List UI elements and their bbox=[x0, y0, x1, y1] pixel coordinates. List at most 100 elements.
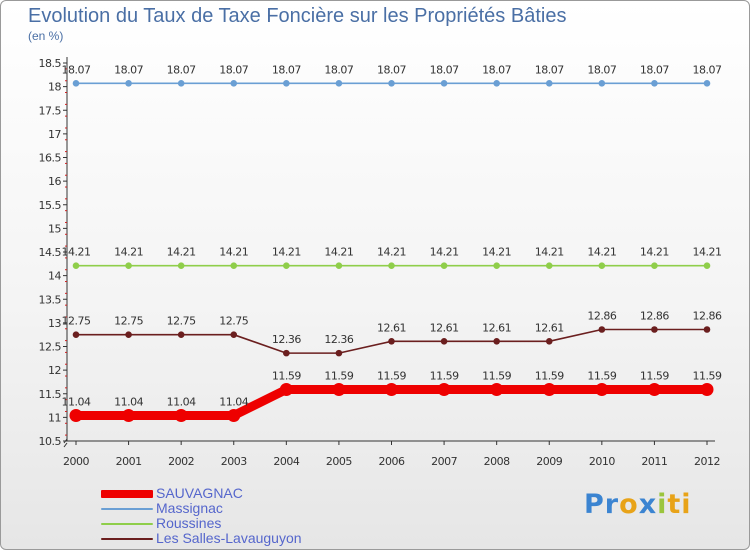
x-tick-label: 2002 bbox=[168, 455, 194, 468]
data-point bbox=[490, 382, 504, 396]
data-point bbox=[700, 382, 714, 396]
y-tick-label: 14.5 bbox=[39, 246, 62, 259]
data-point bbox=[598, 80, 606, 87]
x-tick-label: 2008 bbox=[484, 455, 510, 468]
y-tick-label: 15 bbox=[48, 222, 61, 235]
series-les-salles-lavauguyon: 12.75 12.75 12.75 12.75 12.36 12.36 12.61 12.61… bbox=[62, 309, 722, 357]
data-label: 12.61 bbox=[430, 321, 459, 334]
data-label: 18.07 bbox=[693, 63, 722, 76]
data-point bbox=[230, 80, 238, 87]
data-label: 14.21 bbox=[535, 246, 564, 259]
data-label: 12.61 bbox=[535, 321, 564, 334]
data-label: 14.21 bbox=[377, 246, 406, 259]
data-label: 11.59 bbox=[587, 369, 616, 382]
series-sauvagnac: 11.04 11.04 11.04 11.04 11.59 11.59 11.59 11.59… bbox=[62, 369, 722, 422]
y-tick-label: 17 bbox=[48, 128, 61, 141]
data-label: 14.21 bbox=[62, 246, 91, 259]
chart-title: Evolution du Taux de Taxe Foncière sur l… bbox=[28, 5, 567, 27]
data-label: 18.07 bbox=[640, 63, 669, 76]
logo-letter: t bbox=[667, 489, 682, 520]
axis-break bbox=[63, 442, 68, 448]
data-label: 11.04 bbox=[219, 395, 248, 408]
y-tick-label: 15.5 bbox=[39, 199, 62, 212]
x-tick-label: 2010 bbox=[589, 455, 615, 468]
logo-letter: i bbox=[681, 489, 692, 520]
data-label: 18.07 bbox=[114, 63, 143, 76]
series-massignac: 18.07 18.07 18.07 18.07 18.07 18.07 18.07 18.07… bbox=[62, 63, 722, 87]
data-point bbox=[703, 262, 711, 270]
y-tick-label: 14 bbox=[48, 270, 61, 283]
data-point bbox=[493, 262, 500, 270]
data-point bbox=[72, 80, 80, 87]
y-tick-label: 13 bbox=[48, 317, 61, 330]
data-label: 14.21 bbox=[167, 246, 196, 259]
data-label: 18.07 bbox=[377, 63, 406, 76]
x-tick-label: 2001 bbox=[116, 455, 142, 468]
data-point bbox=[125, 262, 132, 270]
data-point bbox=[283, 80, 290, 87]
data-label: 11.59 bbox=[377, 369, 406, 382]
data-label: 11.59 bbox=[324, 369, 353, 382]
data-point bbox=[69, 408, 83, 422]
data-label: 11.59 bbox=[535, 369, 564, 382]
data-point bbox=[72, 331, 80, 338]
data-label: 14.21 bbox=[587, 246, 616, 259]
y-tick-label: 11.5 bbox=[39, 388, 62, 401]
data-label: 11.04 bbox=[167, 395, 196, 408]
x-tick-label: 2004 bbox=[273, 455, 299, 468]
y-tick-label: 18.5 bbox=[39, 57, 62, 70]
data-label: 12.75 bbox=[167, 315, 196, 328]
series-roussines: 14.21 14.21 14.21 14.21 14.21 14.21 14.21 14.21… bbox=[62, 246, 722, 270]
data-point bbox=[545, 338, 553, 345]
legend-swatch bbox=[101, 537, 153, 540]
unit-label: (en %) bbox=[28, 29, 64, 43]
data-point bbox=[335, 262, 343, 270]
data-point bbox=[125, 80, 132, 87]
logo-letter: r bbox=[604, 489, 620, 520]
data-label: 12.61 bbox=[377, 321, 406, 334]
data-label: 11.04 bbox=[62, 395, 91, 408]
data-point bbox=[279, 382, 293, 396]
x-tick-label: 2009 bbox=[536, 455, 562, 468]
data-point bbox=[651, 80, 658, 87]
data-label: 18.07 bbox=[62, 63, 91, 76]
data-point bbox=[335, 349, 343, 357]
data-label: 12.75 bbox=[62, 315, 91, 328]
y-tick-label: 16.5 bbox=[39, 152, 62, 165]
logo-letter: x bbox=[638, 489, 658, 520]
logo-letter: i bbox=[657, 489, 668, 520]
legend-label: Roussines bbox=[156, 515, 222, 531]
legend-label: Les Salles-Lavauguyon bbox=[156, 530, 302, 546]
legend-label: Massignac bbox=[156, 500, 223, 516]
data-point bbox=[542, 382, 556, 396]
data-label: 12.86 bbox=[693, 309, 722, 322]
data-point bbox=[440, 262, 448, 270]
data-point bbox=[437, 382, 451, 396]
x-tick-label: 2000 bbox=[63, 455, 89, 468]
data-point bbox=[335, 80, 343, 87]
data-point bbox=[177, 262, 185, 270]
data-label: 14.21 bbox=[640, 246, 669, 259]
legend-swatch bbox=[101, 522, 153, 525]
x-tick-label: 2005 bbox=[326, 455, 352, 468]
data-label: 14.21 bbox=[693, 246, 722, 259]
y-tick-label: 12.5 bbox=[39, 341, 62, 354]
y-tick-label: 18 bbox=[48, 81, 61, 94]
data-point bbox=[598, 262, 606, 270]
data-label: 12.75 bbox=[114, 315, 143, 328]
x-tick-label: 2012 bbox=[694, 455, 720, 468]
data-label: 14.21 bbox=[482, 246, 511, 259]
logo-letter: o bbox=[619, 489, 639, 520]
data-point bbox=[177, 80, 185, 87]
data-point bbox=[703, 326, 711, 333]
data-point bbox=[125, 331, 132, 338]
data-label: 18.07 bbox=[167, 63, 196, 76]
data-point bbox=[385, 382, 398, 396]
data-point bbox=[174, 408, 188, 422]
data-label: 11.59 bbox=[430, 369, 459, 382]
data-point bbox=[388, 338, 395, 345]
data-point bbox=[598, 326, 606, 333]
data-label: 11.59 bbox=[640, 369, 669, 382]
data-label: 14.21 bbox=[430, 246, 459, 259]
